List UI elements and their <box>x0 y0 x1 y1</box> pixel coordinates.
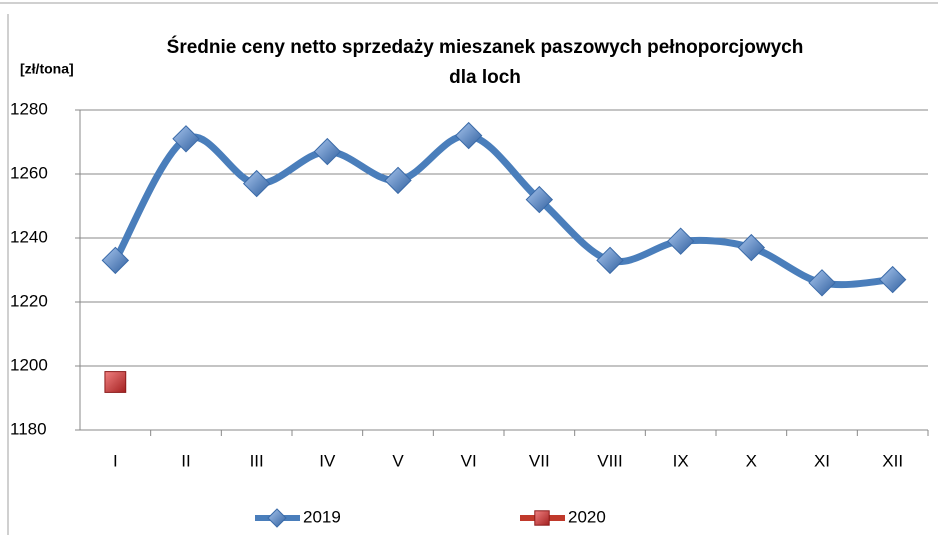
y-tick-label: 1260 <box>10 163 48 182</box>
marker <box>242 169 271 198</box>
series-line <box>112 132 893 289</box>
x-tick-label: III <box>250 451 264 470</box>
marker <box>267 508 287 528</box>
marker <box>525 185 554 214</box>
x-tick-label: IV <box>319 451 336 470</box>
x-tick-label: II <box>181 451 190 470</box>
marker <box>454 121 483 150</box>
marker <box>808 269 836 297</box>
x-tick-label: X <box>746 451 757 470</box>
marker <box>878 265 907 294</box>
x-tick-label: V <box>392 451 404 470</box>
legend-label: 2019 <box>303 507 341 526</box>
legend-label: 2020 <box>568 507 606 526</box>
marker <box>534 510 550 526</box>
marker <box>101 246 130 275</box>
y-axis-label: [zł/tona] <box>20 61 74 77</box>
marker <box>596 246 624 275</box>
chart-title: dla loch <box>449 67 521 88</box>
y-tick-label: 1200 <box>10 355 48 374</box>
y-tick-label: 1240 <box>10 227 48 246</box>
y-tick-label: 1220 <box>10 291 48 310</box>
marker <box>384 166 412 195</box>
x-tick-label: VII <box>529 451 550 470</box>
x-tick-label: XII <box>882 451 903 470</box>
x-tick-label: VI <box>461 451 477 470</box>
x-tick-label: XI <box>814 451 830 470</box>
marker <box>313 137 342 166</box>
marker <box>172 125 200 153</box>
y-tick-label: 1280 <box>10 99 48 118</box>
marker <box>737 233 766 262</box>
chart-title: Średnie ceny netto sprzedaży mieszanek p… <box>167 36 804 58</box>
x-tick-label: I <box>113 451 118 470</box>
y-tick-label: 1180 <box>10 419 47 438</box>
marker <box>104 371 127 393</box>
x-tick-label: VIII <box>597 451 623 470</box>
marker <box>666 227 695 255</box>
x-tick-label: IX <box>673 451 689 470</box>
